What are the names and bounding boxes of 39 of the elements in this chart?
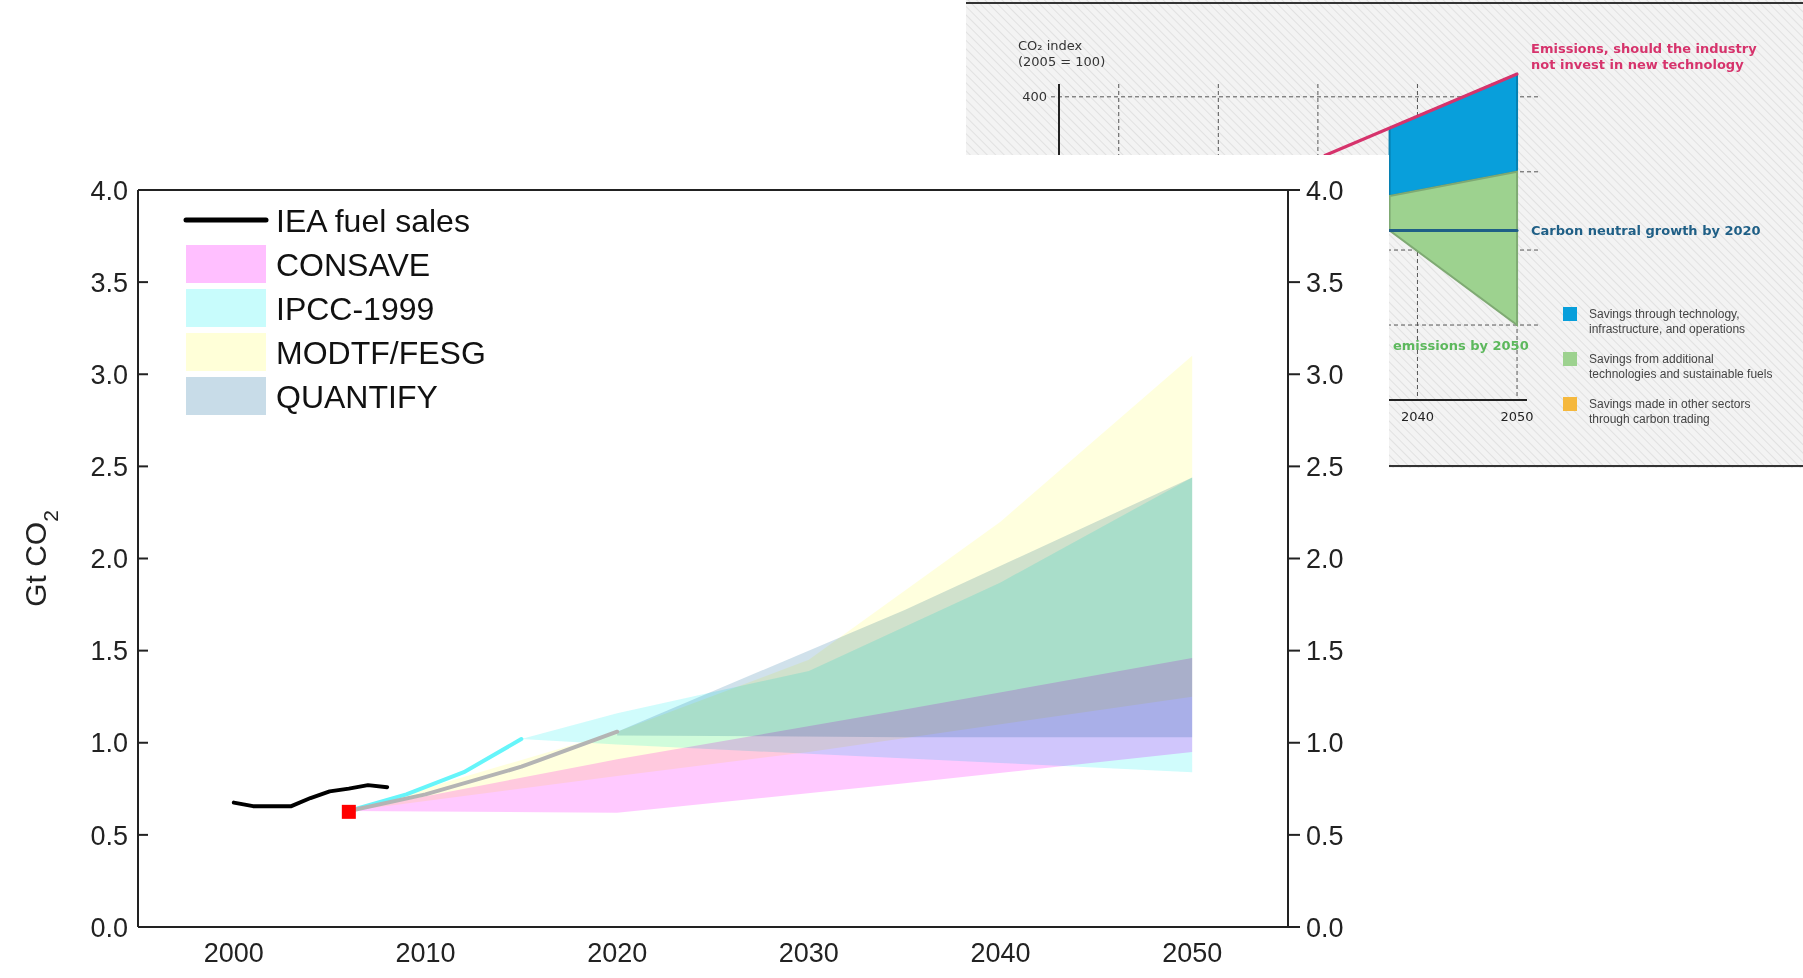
annotation: emissions by 2050 (1393, 338, 1529, 353)
legend-label: Savings from additional technologies and sustainable fuels (1589, 352, 1773, 382)
series-label: Carbon neutral growth by 2020 (1531, 223, 1761, 239)
x-tick-label: 2030 (778, 938, 839, 968)
x-tick-label: 2040 (970, 938, 1031, 968)
x-tick-label: 2040 (1400, 409, 1435, 424)
y2-tick-label: 2.0 (1306, 544, 1344, 575)
x-tick-label: 2000 (203, 938, 264, 968)
y2-tick-label: 3.0 (1306, 359, 1344, 390)
y2-tick-label: 1.5 (1306, 636, 1344, 667)
x-tick-label: 2020 (587, 938, 648, 968)
y2-tick-label: 0.5 (1306, 820, 1344, 851)
y-tick-label: 0.5 (90, 820, 128, 851)
y-tick-label: 3.0 (90, 359, 128, 390)
legend-label: QUANTIFY (276, 378, 438, 415)
y-tick-label: 2.5 (90, 452, 128, 483)
legend-label: IPCC-1999 (276, 290, 435, 327)
y2-tick-label: 1.0 (1306, 728, 1344, 759)
y-tick-label: 4.0 (90, 175, 128, 206)
legend-label: Savings through technology, infrastructure, and operations (1589, 307, 1746, 337)
y-tick-label: 2.0 (90, 544, 128, 575)
y2-tick-label: 2.5 (1306, 452, 1344, 483)
text: 400 (1022, 89, 1047, 104)
y2-tick-label: 4.0 (1306, 175, 1344, 206)
x-tick-label: 2050 (1500, 409, 1534, 424)
legend-label: IEA fuel sales (276, 202, 470, 239)
x-tick-label: 2010 (395, 938, 456, 968)
series-label: Emissions, should the industry not invest in new technology (1531, 41, 1758, 72)
y-axis-title: CO₂ index (2005 = 100) (1018, 38, 1106, 69)
y-tick-label: 3.5 (90, 267, 128, 298)
y2-tick-label: 0.0 (1306, 912, 1344, 943)
y2-tick-label: 3.5 (1306, 267, 1344, 298)
y-tick-label: 0.0 (90, 912, 128, 943)
legend-label: MODTF/FESG (276, 334, 486, 371)
y-tick-label: 1.0 (90, 728, 128, 759)
legend-label: Savings made in other sectors through carbon trading (1589, 397, 1751, 427)
y-tick-label: 1.5 (90, 636, 128, 667)
legend-label: CONSAVE (276, 246, 431, 283)
x-tick-label: 2050 (1162, 938, 1223, 968)
